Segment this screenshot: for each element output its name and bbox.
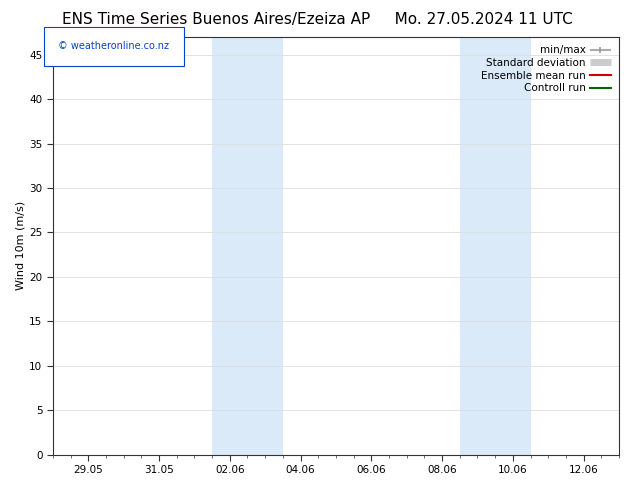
Legend: min/max, Standard deviation, Ensemble mean run, Controll run: min/max, Standard deviation, Ensemble me… (478, 42, 614, 97)
Bar (460, 37, 531, 455)
Y-axis label: Wind 10m (m/s): Wind 10m (m/s) (15, 201, 25, 291)
Text: ENS Time Series Buenos Aires/Ezeiza AP     Mo. 27.05.2024 11 UTC: ENS Time Series Buenos Aires/Ezeiza AP M… (61, 12, 573, 27)
Bar (212, 37, 283, 455)
Text: © weatheronline.co.nz: © weatheronline.co.nz (58, 41, 169, 51)
